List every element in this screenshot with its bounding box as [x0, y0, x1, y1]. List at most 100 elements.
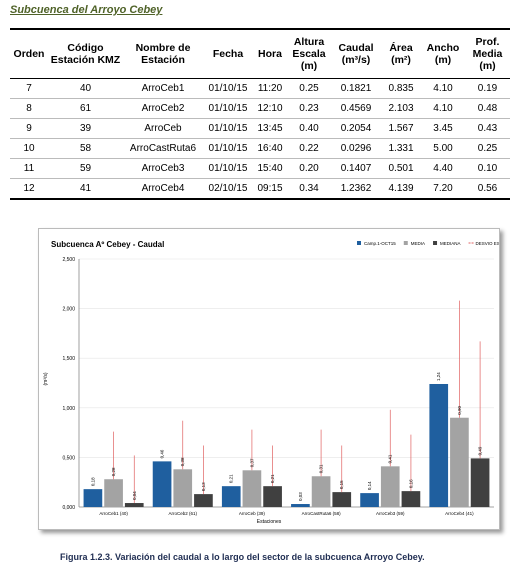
- table-cell: 09:15: [253, 178, 287, 200]
- table-cell: 9: [10, 118, 48, 139]
- table-cell: ArroCeb1: [123, 78, 203, 99]
- bar: [152, 461, 172, 507]
- table-cell: 0.835: [381, 78, 421, 99]
- table-cell: 0.10: [465, 158, 510, 179]
- table-cell: 0.20: [287, 158, 331, 179]
- bar: [450, 417, 469, 507]
- table-cell: ArroCeb4: [123, 178, 203, 200]
- column-header: Código Estación KMZ: [48, 28, 123, 79]
- table-cell: 0.1821: [331, 78, 381, 99]
- column-header: Hora: [253, 28, 287, 79]
- bar: [380, 466, 400, 507]
- y-tick-label: 2,500: [62, 257, 75, 263]
- table-cell: 0.501: [381, 158, 421, 179]
- value-label: 0,49: [478, 446, 483, 455]
- bar: [221, 486, 241, 507]
- legend-label: DESVIO ESTANDAR: [476, 241, 499, 246]
- chart-frame: Subcuenca Aº Cebey - Caudal Estaciones (…: [38, 228, 519, 530]
- bar: [291, 504, 310, 507]
- bar: [83, 489, 103, 507]
- table-cell: 0.48: [465, 98, 510, 119]
- table-cell: 12:10: [253, 98, 287, 119]
- value-label: 0,14: [367, 481, 372, 490]
- value-label: 0,15: [339, 480, 344, 489]
- table-cell: 59: [48, 158, 123, 179]
- table-cell: 02/10/15: [203, 178, 253, 200]
- table-cell: 4.10: [421, 78, 465, 99]
- table-cell: 1.567: [381, 118, 421, 139]
- table-cell: 01/10/15: [203, 118, 253, 139]
- table-cell: 11:20: [253, 78, 287, 99]
- bar: [401, 491, 421, 507]
- legend-label: MEDIANA: [440, 241, 461, 246]
- table-cell: 1.2362: [331, 178, 381, 200]
- y-tick-label: 1,000: [62, 406, 75, 412]
- table-cell: 13:45: [253, 118, 287, 139]
- table-cell: 01/10/15: [203, 98, 253, 119]
- value-label: 0,28: [111, 467, 116, 476]
- x-tick-label: ArroCeb1 (40): [99, 511, 128, 516]
- table-cell: 0.0296: [331, 138, 381, 159]
- table-cell: 16:40: [253, 138, 287, 159]
- value-label: 0,04: [132, 491, 137, 500]
- table-cell: 0.2054: [331, 118, 381, 139]
- x-tick-label: ArroCeb3 (59): [376, 511, 405, 516]
- legend-label: Camp.1-OCT15: [364, 241, 396, 246]
- column-header: Caudal (m³/s): [331, 28, 381, 79]
- legend-swatch: [357, 241, 361, 245]
- table-row: 8 61 ArroCeb2 01/10/15 12:10 0.23 0.4569 2.103 4…: [10, 98, 510, 119]
- bar: [124, 503, 144, 507]
- table-cell: 0.4569: [331, 98, 381, 119]
- column-header: Nombre de Estación: [123, 28, 203, 79]
- table-cell: 0.56: [465, 178, 510, 200]
- x-axis-label: Estaciones: [257, 519, 282, 525]
- table-cell: 0.43: [465, 118, 510, 139]
- x-tick-label: ArroCeb2 (61): [168, 511, 197, 516]
- table-cell: 01/10/15: [203, 138, 253, 159]
- value-label: 0,90: [457, 405, 462, 414]
- legend-swatch: [403, 241, 408, 245]
- header-row: Orden Código Estación KMZ Nombre de Estaci…: [10, 28, 510, 79]
- data-table: Orden Código Estación KMZ Nombre de Estaci…: [10, 28, 510, 200]
- table-cell: 2.103: [381, 98, 421, 119]
- table-cell: 12: [10, 178, 48, 200]
- legend-swatch: [433, 241, 438, 245]
- table-cell: 3.45: [421, 118, 465, 139]
- table-cell: 0.19: [465, 78, 510, 99]
- column-header: Altura Escala (m): [287, 28, 331, 79]
- bar: [311, 476, 331, 507]
- table-row: 11 59 ArroCeb3 01/10/15 15:40 0.20 0.1407 0.501…: [10, 158, 510, 179]
- table-row: 7 40 ArroCeb1 01/10/15 11:20 0.25 0.1821 0.835 4…: [10, 78, 510, 99]
- chart-title: Subcuenca Aº Cebey - Caudal: [51, 240, 164, 249]
- table-cell: 4.40: [421, 158, 465, 179]
- bar: [104, 479, 123, 507]
- table-cell: 4.10: [421, 98, 465, 119]
- value-label: 1,24: [436, 372, 441, 381]
- table-cell: 8: [10, 98, 48, 119]
- table-cell: 11: [10, 158, 48, 179]
- value-label: 0,03: [298, 492, 303, 501]
- table-cell: 01/10/15: [203, 158, 253, 179]
- bar: [470, 458, 490, 507]
- value-label: 0,37: [249, 458, 254, 467]
- x-tick-label: ArroCeb (39): [239, 511, 266, 516]
- value-label: 0,31: [319, 464, 324, 473]
- value-label: 0,13: [201, 482, 206, 491]
- table-cell: 7.20: [421, 178, 465, 200]
- table-row: 10 58 ArroCastRuta6 01/10/15 16:40 0.22 0.0296…: [10, 138, 510, 159]
- y-tick-label: 1,500: [62, 356, 75, 362]
- table-cell: 7: [10, 78, 48, 99]
- table-cell: 0.25: [465, 138, 510, 159]
- y-tick-label: 0,500: [62, 455, 75, 461]
- table-cell: 58: [48, 138, 123, 159]
- table-cell: 15:40: [253, 158, 287, 179]
- chart: Subcuenca Aº Cebey - Caudal Estaciones (…: [43, 240, 519, 525]
- bar: [360, 493, 379, 507]
- column-header: Prof. Media (m): [465, 28, 510, 79]
- table-cell: 0.1407: [331, 158, 381, 179]
- bar: [173, 469, 193, 507]
- y-axis-label: (m³/s): [43, 372, 49, 385]
- value-label: 0,21: [270, 474, 275, 483]
- y-tick-label: 2,000: [62, 307, 75, 313]
